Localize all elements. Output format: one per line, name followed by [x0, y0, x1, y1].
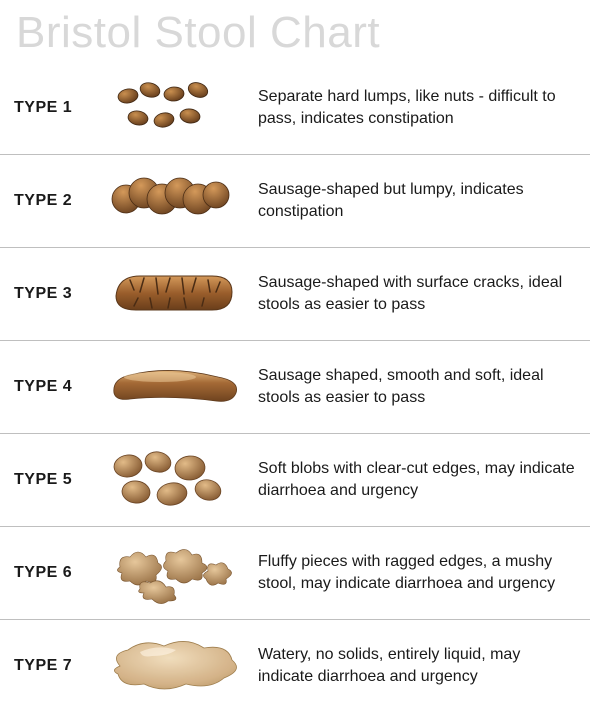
type-4-illustration [100, 351, 250, 423]
illus-svg-6 [100, 537, 250, 609]
illus-svg-2 [100, 165, 250, 237]
type-2-description: Sausage-shaped but lumpy, indicates cons… [250, 179, 578, 222]
type-3-label: TYPE 3 [14, 285, 100, 303]
chart-rows: TYPE 1 Separate hard lumps, like nuts - … [0, 62, 590, 712]
type-4-description: Sausage shaped, smooth and soft, ideal s… [250, 365, 578, 408]
type-6-illustration [100, 537, 250, 609]
type-3-description: Sausage-shaped with surface cracks, idea… [250, 272, 578, 315]
type-7-illustration [100, 630, 250, 702]
row-type-4: TYPE 4 Sausage shaped, smooth and soft, … [0, 341, 590, 434]
type-6-label: TYPE 6 [14, 564, 100, 582]
row-type-6: TYPE 6 Fluffy pieces with ragged edges, … [0, 527, 590, 620]
type-1-description: Separate hard lumps, like nuts - difficu… [250, 86, 578, 129]
type-2-illustration [100, 165, 250, 237]
type-2-label: TYPE 2 [14, 192, 100, 210]
type-3-illustration [100, 258, 250, 330]
chart-title: Bristol Stool Chart [0, 0, 590, 62]
type-5-illustration [100, 444, 250, 516]
illus-svg-5 [100, 444, 250, 516]
row-type-1: TYPE 1 Separate hard lumps, like nuts - … [0, 62, 590, 155]
type-4-label: TYPE 4 [14, 378, 100, 396]
illus-svg-7 [100, 630, 250, 702]
type-5-label: TYPE 5 [14, 471, 100, 489]
type-7-label: TYPE 7 [14, 657, 100, 675]
row-type-7: TYPE 7 Watery, no solids, entirely liqui… [0, 620, 590, 712]
type-7-description: Watery, no solids, entirely liquid, may … [250, 644, 578, 687]
type-1-illustration [100, 72, 250, 144]
type-1-label: TYPE 1 [14, 99, 100, 117]
illus-svg-1 [100, 72, 250, 144]
type-5-description: Soft blobs with clear-cut edges, may ind… [250, 458, 578, 501]
row-type-2: TYPE 2 Sausage-shaped but lumpy, indicat… [0, 155, 590, 248]
row-type-5: TYPE 5 Soft blobs with clear-cut edges, … [0, 434, 590, 527]
illus-svg-3 [100, 258, 250, 330]
illus-svg-4 [100, 351, 250, 423]
type-6-description: Fluffy pieces with ragged edges, a mushy… [250, 551, 578, 594]
row-type-3: TYPE 3 Sausage-shaped with surface crack… [0, 248, 590, 341]
